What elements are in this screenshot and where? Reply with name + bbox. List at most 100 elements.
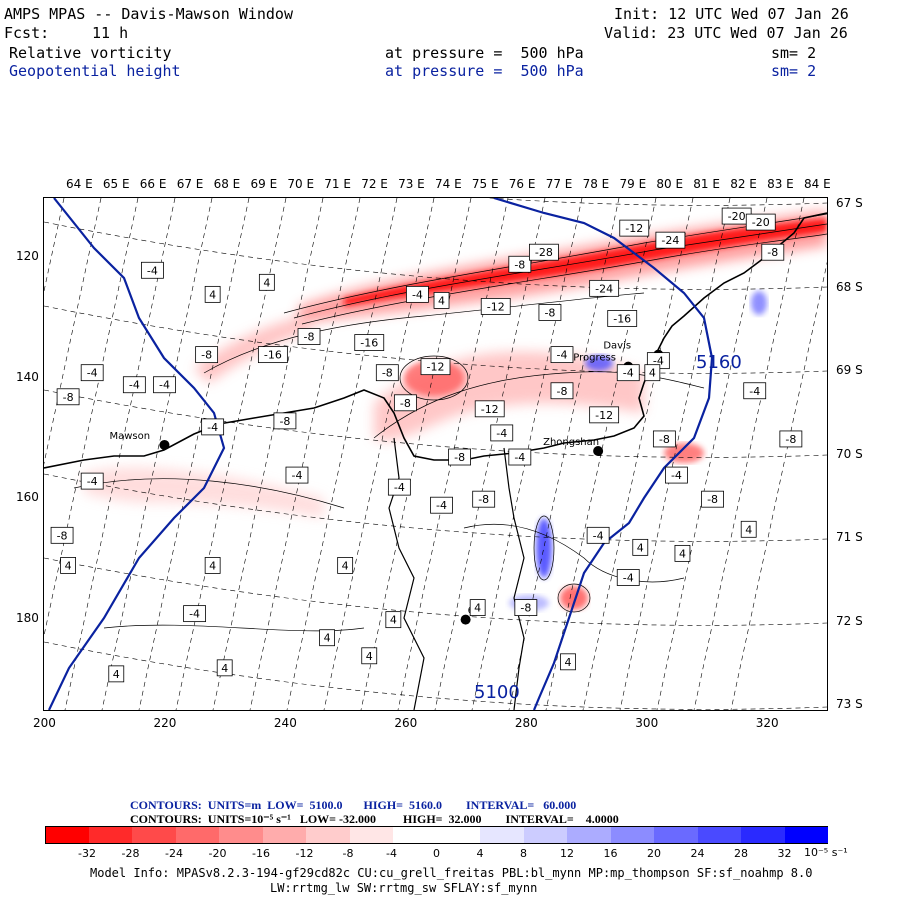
vorticity-label: -12 xyxy=(590,407,619,423)
meridian-line xyxy=(731,198,827,710)
svg-text:-8: -8 xyxy=(400,397,411,410)
colorbar-tick-label: -8 xyxy=(343,847,354,860)
vorticity-label: 4 xyxy=(217,660,232,676)
longitude-label: 65 E xyxy=(103,177,130,191)
field2-level: at pressure = 500 hPa xyxy=(385,63,584,79)
station-marker: Mawson xyxy=(109,431,169,450)
vorticity-label: -8 xyxy=(376,365,398,381)
colorbar-tick-label: 32 xyxy=(778,847,792,860)
svg-text:4: 4 xyxy=(366,650,373,663)
longitude-label: 81 E xyxy=(693,177,720,191)
valid-time: Valid: 23 UTC Wed 07 Jan 26 xyxy=(604,25,848,41)
vorticity-label: -28 xyxy=(529,244,558,260)
svg-text:-24: -24 xyxy=(661,234,679,247)
station-name: Davis xyxy=(603,341,631,352)
longitude-label: 69 E xyxy=(251,177,278,191)
longitude-label: 83 E xyxy=(767,177,794,191)
svg-text:-4: -4 xyxy=(207,421,218,434)
colorbar-swatch xyxy=(219,826,263,844)
svg-text:-12: -12 xyxy=(427,361,445,374)
vorticity-label: -4 xyxy=(617,365,639,381)
parallel-line xyxy=(44,198,827,205)
vorticity-label: -8 xyxy=(51,527,73,543)
y-tick-label: 180 xyxy=(16,611,39,625)
height-label-5100: 5100 xyxy=(474,682,520,703)
longitude-label: 71 E xyxy=(324,177,351,191)
y-tick-label: 120 xyxy=(16,249,39,263)
vorticity-label: -4 xyxy=(141,262,163,278)
svg-text:-4: -4 xyxy=(129,379,140,392)
meridian-line xyxy=(694,198,804,710)
svg-text:4: 4 xyxy=(221,662,228,675)
vorticity-contour-info: CONTOURS: UNITS=10⁻⁵ s⁻¹ LOW= -32.000 HI… xyxy=(130,812,619,827)
vorticity-label: -8 xyxy=(473,491,495,507)
longitude-label: 68 E xyxy=(214,177,241,191)
svg-text:-4: -4 xyxy=(412,288,423,301)
map-panel[interactable]: MawsonZhongshanDavisProgress63 5160 5100… xyxy=(43,197,828,711)
vorticity-label: -8 xyxy=(57,389,79,405)
svg-text:4: 4 xyxy=(649,367,656,380)
model-info-line2: LW:rrtmg_lw SW:rrtmg_sw SFLAY:sf_mynn xyxy=(270,881,537,895)
svg-text:-8: -8 xyxy=(520,602,531,615)
vorticity-label: -16 xyxy=(258,347,287,363)
colorbar-tick-label: -24 xyxy=(165,847,183,860)
svg-text:-4: -4 xyxy=(593,529,604,542)
longitude-label: 73 E xyxy=(398,177,425,191)
field2-smoothing: sm= 2 xyxy=(771,63,816,79)
vorticity-label: -8 xyxy=(551,383,573,399)
vorticity-label: -4 xyxy=(551,347,573,363)
svg-text:4: 4 xyxy=(565,656,572,669)
vorticity-label: -8 xyxy=(539,304,561,320)
longitude-label: 70 E xyxy=(287,177,314,191)
colorbar-tick-label: -12 xyxy=(296,847,314,860)
svg-text:-12: -12 xyxy=(625,222,643,235)
svg-text:-12: -12 xyxy=(487,300,505,313)
svg-text:4: 4 xyxy=(324,632,331,645)
svg-text:4: 4 xyxy=(637,541,644,554)
svg-text:-4: -4 xyxy=(394,481,405,494)
vorticity-label: -12 xyxy=(475,401,504,417)
colorbar-swatch xyxy=(524,826,568,844)
map-svg: MawsonZhongshanDavisProgress63 5160 5100… xyxy=(44,198,827,710)
svg-text:-16: -16 xyxy=(264,349,282,362)
vorticity-label: -12 xyxy=(481,298,510,314)
colorbar-tick-label: 4 xyxy=(477,847,484,860)
meridian-line xyxy=(44,198,64,710)
svg-text:-8: -8 xyxy=(707,493,718,506)
svg-text:-8: -8 xyxy=(544,306,555,319)
meridian-line xyxy=(324,198,434,710)
colorbar-swatch xyxy=(393,826,437,844)
colorbar-swatch xyxy=(785,826,829,844)
field1-name: Relative vorticity xyxy=(9,45,172,61)
meridian-line xyxy=(44,198,138,710)
colorbar-swatch xyxy=(654,826,698,844)
svg-text:4: 4 xyxy=(438,294,445,307)
svg-text:-12: -12 xyxy=(595,409,613,422)
vorticity-label: -8 xyxy=(780,431,802,447)
station-name: Zhongshan xyxy=(543,437,599,448)
colorbar-tick-label: -4 xyxy=(386,847,397,860)
x-tick-label: 280 xyxy=(515,716,538,730)
station-name: Mawson xyxy=(109,431,150,442)
latitude-label: 70 S xyxy=(836,447,863,461)
vorticity-label: -8 xyxy=(298,329,320,345)
svg-text:4: 4 xyxy=(113,668,120,681)
svg-text:-4: -4 xyxy=(623,571,634,584)
colorbar-tick-label: 20 xyxy=(647,847,661,860)
longitude-label: 72 E xyxy=(361,177,388,191)
colorbar-tick-label: -20 xyxy=(209,847,227,860)
longitude-label: 75 E xyxy=(472,177,499,191)
colorbar-tick-label: -16 xyxy=(252,847,270,860)
longitude-label: 64 E xyxy=(66,177,93,191)
vorticity-label: -4 xyxy=(202,419,224,435)
svg-text:4: 4 xyxy=(390,614,397,627)
colorbar-swatch xyxy=(306,826,350,844)
svg-text:-20: -20 xyxy=(728,210,746,223)
x-tick-label: 220 xyxy=(153,716,176,730)
latitude-label: 71 S xyxy=(836,530,863,544)
vorticity-label: -12 xyxy=(620,220,649,236)
vorticity-label: -4 xyxy=(153,377,175,393)
vorticity-maximum xyxy=(751,291,767,315)
vorticity-label: -8 xyxy=(196,347,218,363)
svg-text:-8: -8 xyxy=(454,451,465,464)
